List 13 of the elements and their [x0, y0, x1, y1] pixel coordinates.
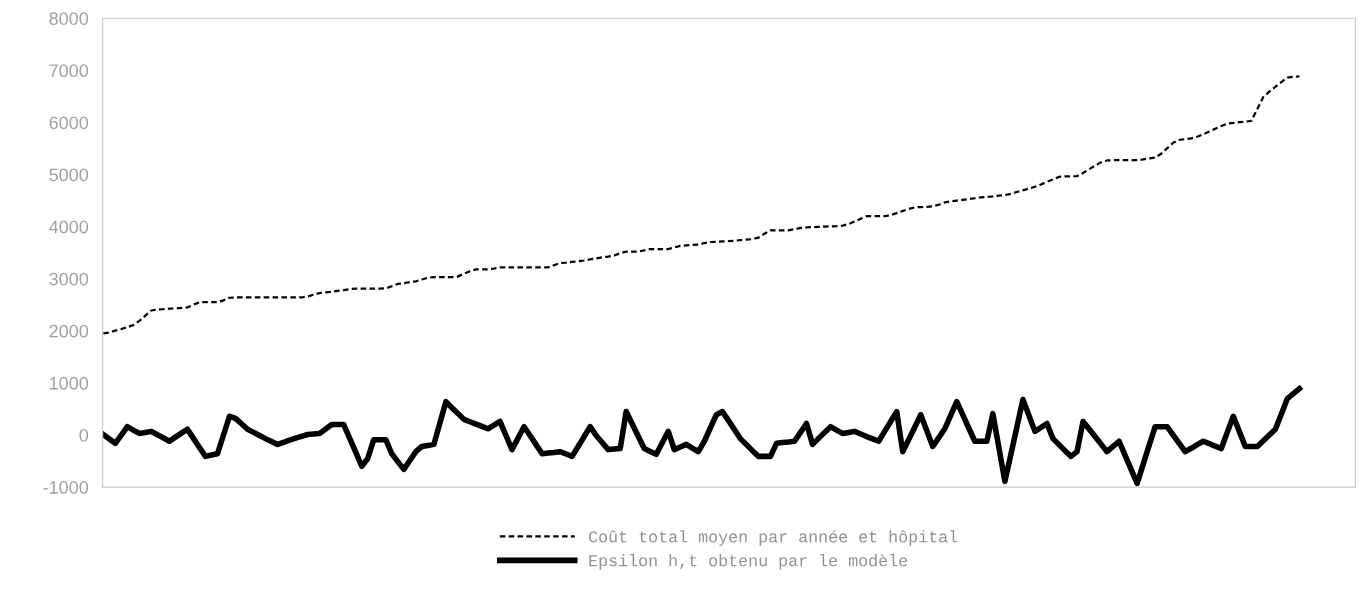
y-tick-label: 4000 [49, 220, 89, 234]
y-tick-label: 2000 [49, 324, 89, 338]
legend-label: Coût total moyen par année et hôpital [589, 530, 958, 546]
legend-label: Epsilon h,t obtenu par le modèle [589, 554, 908, 570]
y-tick-label: 7000 [49, 64, 89, 78]
y-tick-label: 0 [79, 428, 89, 442]
y-tick-label: 5000 [49, 168, 89, 182]
y-tick-label: 6000 [49, 116, 89, 130]
y-tick-label: -1000 [43, 481, 89, 494]
y-tick-label: 1000 [50, 376, 89, 390]
y-tick-label: 8000 [49, 12, 89, 25]
line-series [102, 75, 1301, 335]
y-tick-label: 3000 [49, 272, 89, 286]
